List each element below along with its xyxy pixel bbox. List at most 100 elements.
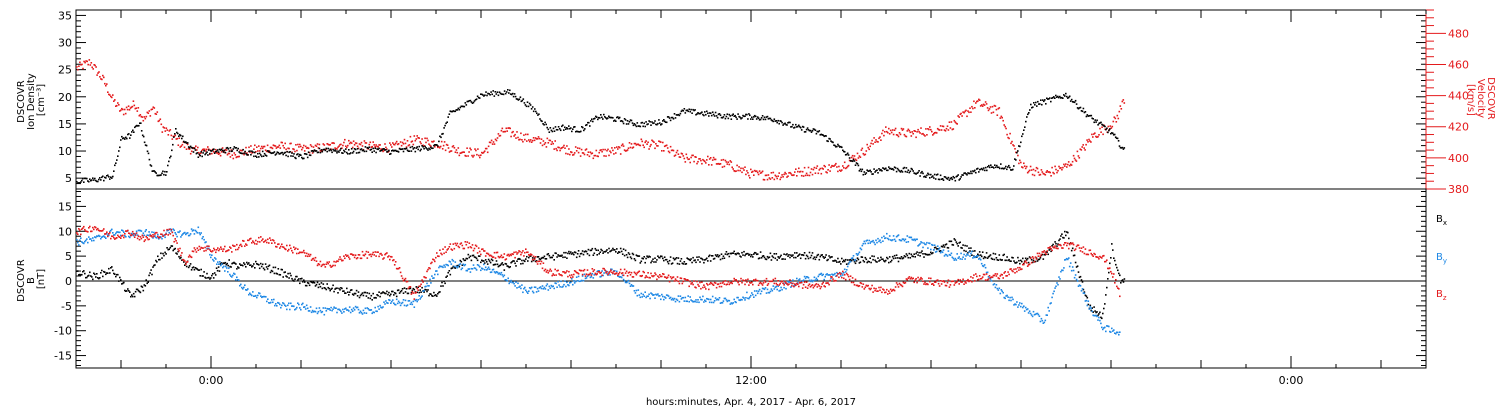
- bx-point: [1099, 311, 1101, 314]
- velocity-point: [284, 142, 286, 145]
- density-point: [1116, 137, 1119, 140]
- by-point: [906, 235, 909, 237]
- y2-tick-label: 420: [1448, 121, 1469, 134]
- velocity-point: [215, 152, 218, 154]
- bx-point: [800, 254, 803, 256]
- by-point: [701, 298, 703, 301]
- density-point: [843, 151, 846, 153]
- density-point: [238, 151, 240, 153]
- bx-point: [512, 260, 514, 262]
- by-point: [645, 296, 647, 299]
- velocity-point: [116, 104, 118, 107]
- velocity-point: [421, 138, 423, 140]
- bx-point: [743, 250, 745, 253]
- density-point: [360, 148, 363, 150]
- velocity-point: [754, 170, 757, 173]
- density-point: [188, 147, 191, 149]
- bx-point: [158, 258, 160, 261]
- bx-point: [141, 286, 144, 288]
- by-point: [507, 277, 509, 280]
- bx-point: [652, 258, 654, 260]
- by-point: [737, 296, 739, 299]
- bx-point: [470, 259, 473, 262]
- velocity-point: [481, 151, 483, 154]
- bx-point: [942, 244, 945, 246]
- by-point: [464, 263, 467, 266]
- bx-point: [592, 254, 595, 256]
- by-point: [911, 238, 913, 241]
- by-point: [316, 312, 319, 315]
- by-point: [165, 232, 167, 235]
- density-point: [980, 168, 982, 171]
- by-point: [1025, 308, 1028, 311]
- density-axis-title: DSCOVR Ion Density [cm⁻³]: [16, 70, 47, 130]
- bx-point: [1116, 266, 1118, 269]
- by-point: [239, 284, 241, 287]
- density-point: [174, 133, 176, 135]
- bx-point: [609, 250, 611, 253]
- by-point: [651, 293, 653, 295]
- velocity-point: [1102, 133, 1104, 136]
- density-point: [338, 151, 340, 153]
- density-point: [708, 115, 710, 117]
- by-point: [908, 236, 911, 239]
- density-point: [1118, 145, 1121, 147]
- density-point: [98, 178, 100, 181]
- bz-point: [384, 253, 386, 256]
- by-point: [947, 250, 950, 252]
- by-point: [168, 231, 170, 234]
- bx-point: [465, 257, 468, 260]
- bx-point: [962, 244, 964, 246]
- by-point: [485, 269, 488, 271]
- bx-point: [94, 273, 96, 276]
- bx-point: [995, 257, 998, 259]
- density-point: [1082, 107, 1085, 110]
- velocity-point: [808, 174, 811, 177]
- bx-point: [185, 265, 188, 268]
- by-point: [979, 258, 982, 261]
- velocity-point: [326, 143, 328, 145]
- density-point: [437, 145, 439, 147]
- by-point: [559, 286, 561, 288]
- by-point: [565, 285, 567, 288]
- by-point: [692, 301, 694, 303]
- by-point: [1023, 305, 1025, 307]
- bx-point: [393, 292, 396, 294]
- by-point: [412, 300, 415, 303]
- density-point: [669, 119, 672, 122]
- bx-point: [629, 256, 632, 258]
- by-point: [138, 229, 141, 232]
- velocity-point: [749, 177, 751, 179]
- bx-point: [1090, 309, 1092, 312]
- bx-point: [1066, 231, 1068, 233]
- density-point: [832, 141, 834, 144]
- bx-point: [918, 251, 920, 254]
- bz-point: [94, 226, 96, 228]
- by-point: [985, 271, 988, 274]
- density-point: [554, 126, 557, 128]
- bx-point: [534, 260, 537, 263]
- bz-point: [402, 280, 405, 282]
- by-point: [903, 239, 906, 242]
- by-point: [94, 236, 96, 238]
- bx-point: [411, 289, 414, 292]
- velocity-point: [651, 139, 653, 142]
- bx-point: [728, 255, 731, 258]
- by-point: [735, 301, 737, 304]
- by-point: [656, 294, 658, 296]
- velocity-point: [509, 127, 511, 130]
- density-point: [927, 172, 929, 175]
- density-point: [104, 176, 106, 179]
- velocity-point: [402, 143, 405, 145]
- by-point: [202, 236, 204, 238]
- density-point: [1062, 97, 1064, 99]
- by-point: [649, 297, 651, 300]
- by-point: [758, 288, 761, 291]
- velocity-point: [1008, 137, 1010, 140]
- density-point: [817, 131, 820, 133]
- bx-point: [498, 265, 501, 267]
- by-point: [247, 288, 249, 290]
- density-point: [138, 124, 140, 127]
- bx-point: [527, 260, 529, 262]
